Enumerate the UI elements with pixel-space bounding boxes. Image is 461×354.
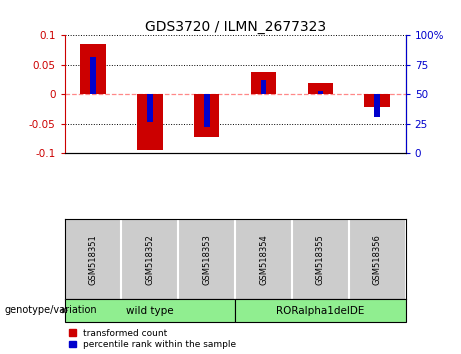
Text: GSM518355: GSM518355 xyxy=(316,234,325,285)
Text: RORalpha1delDE: RORalpha1delDE xyxy=(276,306,365,316)
Text: GSM518351: GSM518351 xyxy=(89,234,97,285)
Bar xyxy=(251,72,276,94)
Text: genotype/variation: genotype/variation xyxy=(5,306,97,315)
Text: GSM518353: GSM518353 xyxy=(202,234,211,285)
Bar xyxy=(261,80,266,94)
Bar xyxy=(194,94,219,137)
Bar xyxy=(137,94,163,150)
Bar xyxy=(65,299,235,322)
Text: GSM518352: GSM518352 xyxy=(145,234,154,285)
Bar xyxy=(235,299,406,322)
Bar xyxy=(374,94,380,117)
Bar xyxy=(90,57,96,94)
Bar xyxy=(365,94,390,107)
Text: GSM518356: GSM518356 xyxy=(373,234,382,285)
Bar xyxy=(147,94,153,122)
Text: GSM518354: GSM518354 xyxy=(259,234,268,285)
Legend: transformed count, percentile rank within the sample: transformed count, percentile rank withi… xyxy=(69,329,236,349)
Bar xyxy=(318,91,323,94)
Bar xyxy=(307,82,333,94)
Bar xyxy=(80,44,106,94)
Text: wild type: wild type xyxy=(126,306,174,316)
Bar xyxy=(204,94,209,127)
Title: GDS3720 / ILMN_2677323: GDS3720 / ILMN_2677323 xyxy=(145,21,325,34)
